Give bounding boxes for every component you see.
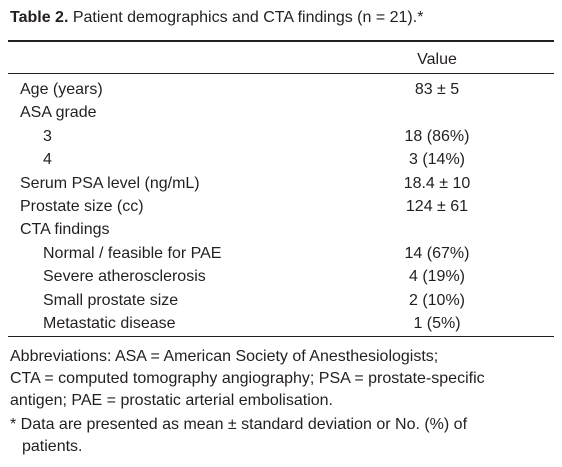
column-header: Value	[417, 51, 457, 68]
subrow-label: Normal / feasible for PAE	[43, 244, 222, 262]
title-label: Table 2.	[10, 9, 69, 26]
row-label: Serum PSA level (ng/mL)	[20, 174, 200, 192]
subrow-label: Severe atherosclerosis	[43, 268, 206, 286]
subrow-value: 2 (10%)	[408, 291, 466, 309]
row-label: ASA grade	[20, 104, 97, 122]
abbreviation-line: antigen; PAE = prostatic arterial emboli…	[10, 392, 333, 409]
bottom-rule	[8, 336, 554, 337]
subrow-value: 18 (86%)	[404, 127, 470, 145]
subrow-value: 1 (5%)	[413, 315, 461, 332]
subrow-value: 3 (14%)	[408, 151, 466, 169]
top-rule	[8, 40, 554, 42]
header-rule	[8, 73, 554, 74]
subrow-value: 4 (19%)	[408, 268, 466, 286]
table-title: Table 2. Patient demographics and CTA fi…	[10, 8, 423, 28]
row-label: CTA findings	[20, 221, 110, 239]
note-line: patients.	[22, 438, 83, 455]
row-value: 83 ± 5	[414, 81, 460, 98]
subrow-label: 4	[43, 151, 52, 169]
subrow-value: 14 (67%)	[404, 244, 470, 262]
abbreviation-line: Abbreviations: ASA = American Society of…	[10, 348, 439, 365]
title-text: Patient demographics and CTA findings (n…	[72, 9, 424, 26]
row-label: Prostate size (cc)	[20, 198, 144, 215]
abbreviation-line: CTA = computed tomography angiography; P…	[10, 370, 485, 387]
row-value: 124 ± 61	[405, 198, 469, 215]
subrow-label: Metastatic disease	[43, 315, 176, 332]
subrow-label: 3	[43, 127, 52, 145]
subrow-label: Small prostate size	[43, 291, 179, 309]
note-line: * Data are presented as mean ± standard …	[10, 416, 468, 433]
row-value: 18.4 ± 10	[403, 174, 471, 192]
row-label: Age (years)	[20, 81, 103, 98]
